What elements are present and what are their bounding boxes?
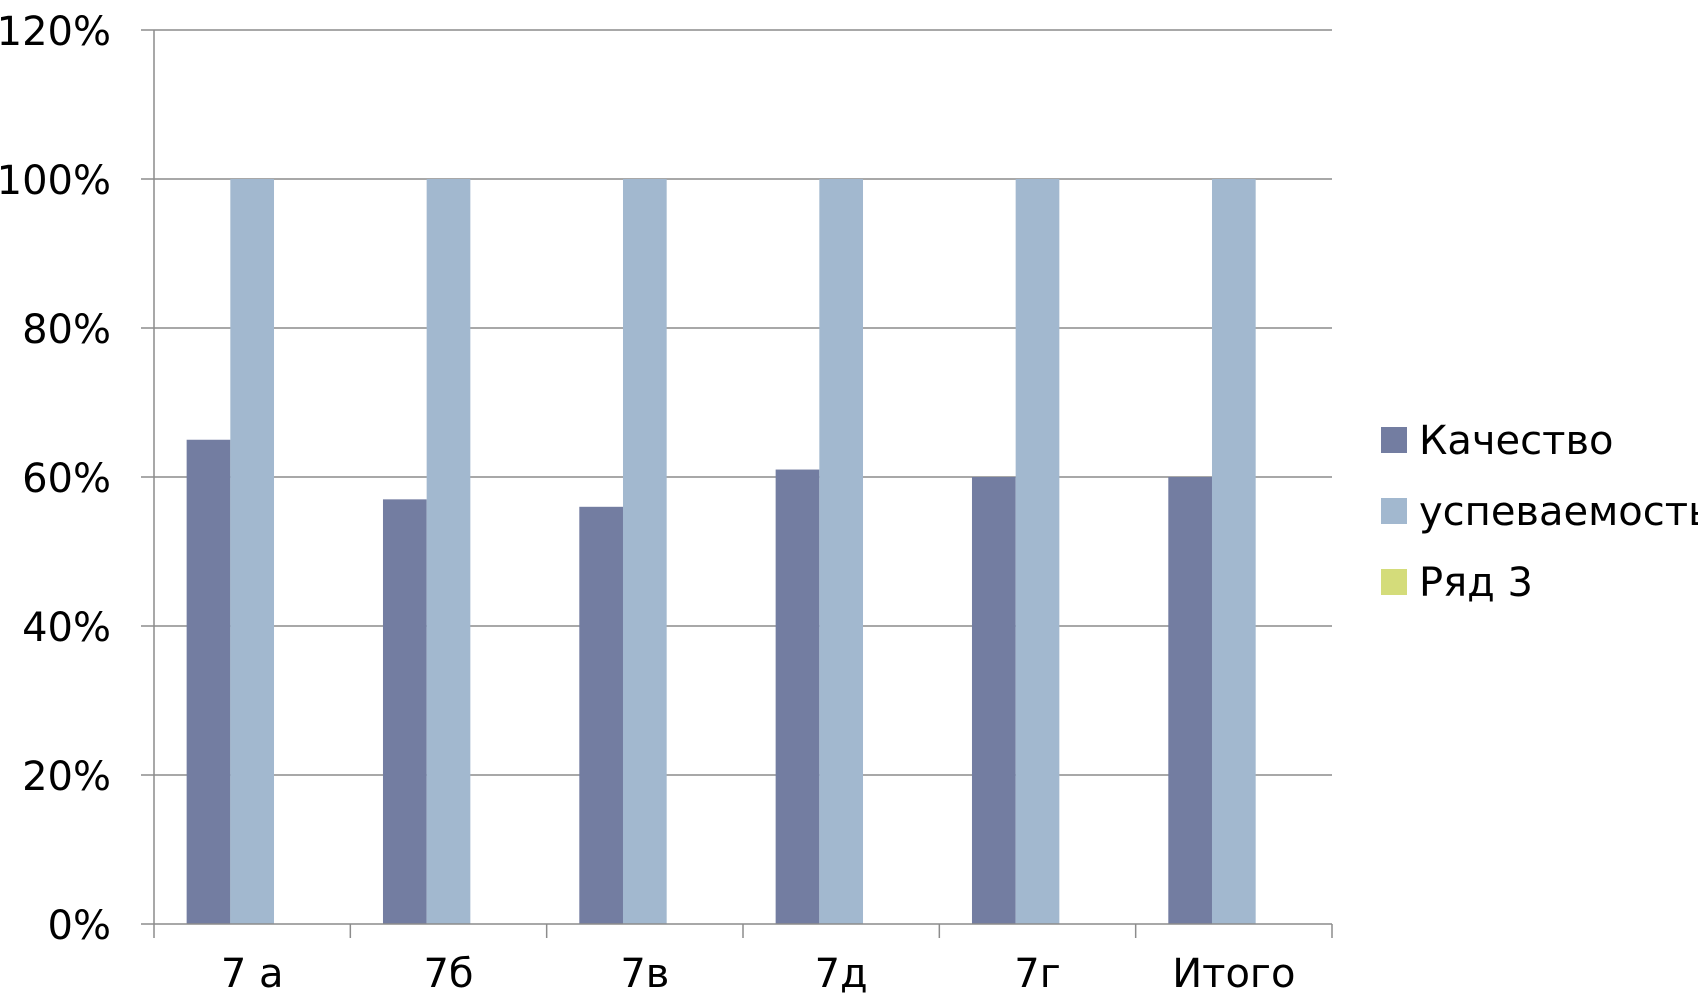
- bar-2-5: [1015, 179, 1060, 924]
- x-tick-label: 7 а: [221, 951, 284, 997]
- x-axis-tick-labels: 7 а 7б 7в 7д 7г Итого: [221, 951, 1296, 997]
- legend-swatch-3: [1381, 569, 1407, 595]
- bar-1-5: [971, 477, 1016, 924]
- bar-2-2: [426, 179, 471, 924]
- y-tick-label: 80%: [22, 307, 111, 353]
- y-axis-tick-labels: 0% 20% 40% 60% 80% 100% 120%: [0, 9, 111, 949]
- legend-label-1: Качество: [1419, 418, 1614, 464]
- x-tick-label: 7г: [1014, 951, 1060, 997]
- bar-2-1: [230, 179, 275, 924]
- bar-1-4: [775, 469, 820, 924]
- x-tick-label: 7б: [423, 951, 473, 997]
- y-tick-label: 120%: [0, 9, 111, 55]
- x-tick-label: Итого: [1172, 951, 1295, 997]
- legend-swatch-2: [1381, 498, 1407, 524]
- bar-1-6: [1168, 477, 1212, 924]
- y-tick-label: 60%: [22, 456, 111, 502]
- bar-1-3: [579, 506, 623, 924]
- legend: Качество успеваемость Ряд 3: [1381, 418, 1698, 606]
- legend-swatch-1: [1381, 427, 1407, 453]
- bar-1-1: [186, 439, 231, 924]
- x-tick-label: 7в: [620, 951, 669, 997]
- y-tick-label: 40%: [22, 605, 111, 651]
- y-tick-label: 20%: [22, 754, 111, 800]
- bars: [186, 179, 1256, 924]
- bar-1-2: [382, 499, 427, 924]
- legend-label-2: успеваемость: [1419, 489, 1698, 535]
- gridlines: [154, 29, 1332, 776]
- bar-2-6: [1211, 179, 1256, 924]
- x-tick-label: 7д: [815, 951, 868, 997]
- axes: [141, 29, 1333, 938]
- bar-2-4: [819, 179, 864, 924]
- bar-2-3: [622, 179, 667, 924]
- y-tick-label: 0%: [48, 903, 111, 949]
- y-tick-label: 100%: [0, 158, 111, 204]
- legend-label-3: Ряд 3: [1419, 560, 1533, 606]
